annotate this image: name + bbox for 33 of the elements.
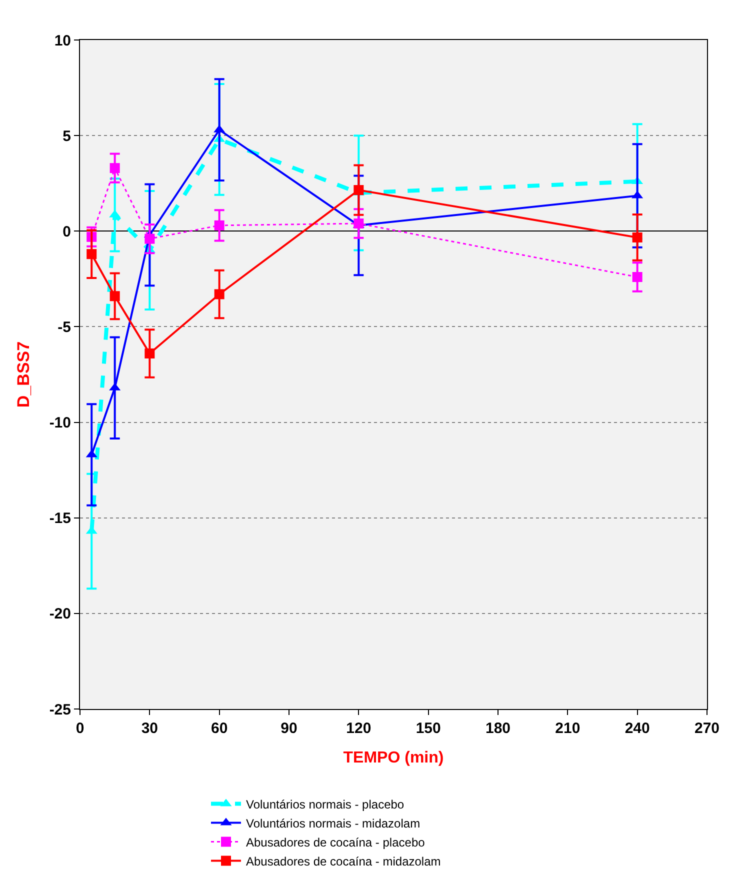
point: [110, 163, 120, 174]
x-tick-label: 150: [416, 720, 441, 737]
y-tick-label: 5: [62, 128, 71, 145]
legend-label: Voluntários normais - placebo: [246, 797, 404, 812]
point: [86, 249, 97, 260]
legend-label: Abusadores de cocaína - placebo: [246, 835, 426, 850]
x-tick-label: 270: [694, 720, 720, 737]
y-axis-title: D_BSS7: [14, 341, 33, 408]
x-tick-label: 120: [346, 720, 372, 737]
x-tick-label: 0: [76, 720, 84, 737]
x-axis-title: TEMPO (min): [343, 750, 444, 767]
point: [214, 220, 224, 230]
y-tick-label: -25: [49, 701, 71, 718]
y-tick-label: 0: [62, 223, 71, 240]
x-tick-label: 240: [624, 720, 650, 737]
x-tick-label: 30: [141, 720, 158, 737]
legend-label: Voluntários normais - midazolam: [246, 816, 420, 830]
x-tick-label: 210: [555, 720, 580, 737]
x-tick-label: 180: [485, 720, 511, 737]
x-tick-label: 90: [280, 720, 298, 737]
x-tick-label: 60: [210, 720, 228, 737]
point: [144, 348, 155, 358]
y-tick-label: -15: [49, 510, 71, 528]
point: [214, 289, 224, 300]
point: [110, 291, 120, 302]
y-tick-label: -10: [49, 414, 71, 432]
legend-label: Abusadores de cocaína - midazolam: [246, 854, 441, 868]
y-tick-label: -5: [58, 318, 71, 336]
y-tick-label: 10: [54, 32, 71, 50]
point: [632, 232, 642, 242]
y-tick-label: -20: [49, 606, 71, 623]
point: [632, 272, 642, 282]
point: [144, 234, 155, 244]
